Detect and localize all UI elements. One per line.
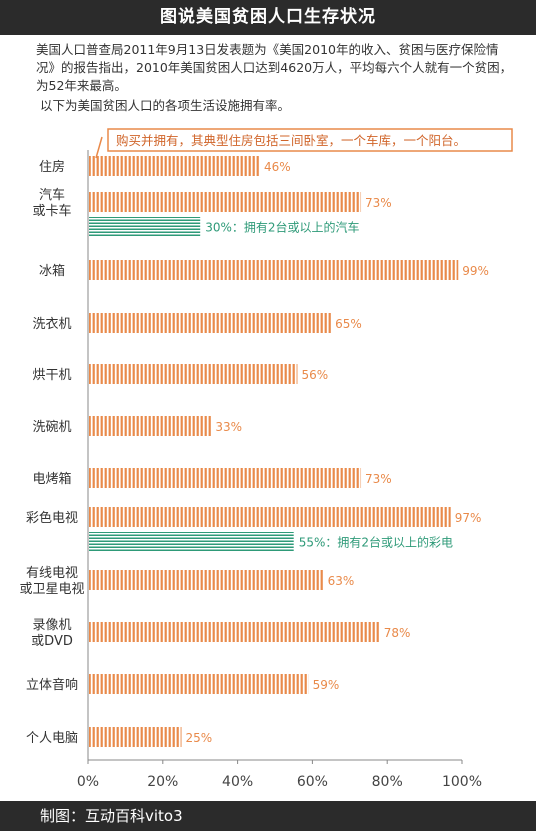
bar-value-label: 73% <box>365 472 392 486</box>
category-label: 录像机或DVD <box>31 618 73 649</box>
bar <box>89 727 182 747</box>
bar <box>89 468 362 488</box>
bar <box>89 622 380 642</box>
bar-value-label: 63% <box>328 574 355 588</box>
category-label: 洗碗机 <box>32 419 71 435</box>
chart-title: 图说美国贫困人口生存状况 <box>0 0 536 35</box>
category-label: 冰箱 <box>39 263 65 279</box>
bar <box>89 674 309 694</box>
bar <box>89 364 298 384</box>
category-label: 洗衣机 <box>32 316 71 332</box>
intro-subtitle: 以下为美国贫困人口的各项生活设施拥有率。 <box>40 98 291 113</box>
footer-bar: 制图：互动百科vito3 <box>0 801 536 831</box>
annotation-text: 购买并拥有，其典型住房包括三间卧室，一个车库，一个阳台。 <box>116 133 466 148</box>
bar <box>89 192 362 212</box>
bar-value-label: 33% <box>215 420 242 434</box>
category-label: 立体音响 <box>26 677 78 693</box>
bar <box>89 570 324 590</box>
category-label: 烘干机 <box>32 368 71 383</box>
x-tick-label: 0% <box>77 774 99 790</box>
annotation-leader <box>95 136 103 159</box>
category-label: 住房 <box>39 159 65 175</box>
bar-value-label: 97% <box>455 511 482 525</box>
bar <box>89 416 212 436</box>
category-label: 个人电脑 <box>26 731 78 746</box>
bar-value-label: 56% <box>301 368 328 382</box>
sub-bar <box>89 217 201 236</box>
bar-value-label: 46% <box>264 160 291 174</box>
category-label: 汽车或卡车 <box>32 187 71 219</box>
bar-value-label: 78% <box>384 626 411 640</box>
bar <box>89 313 332 333</box>
bar <box>89 507 451 527</box>
x-tick-label: 60% <box>297 774 328 790</box>
sub-bar <box>89 532 294 551</box>
bar <box>89 156 261 176</box>
bar <box>89 260 459 280</box>
intro-paragraph: 美国人口普查局2011年9月13日发表题为《美国2010年的收入、贫困与医疗保险… <box>36 42 513 93</box>
category-label: 彩色电视 <box>26 510 78 526</box>
intro-text: 美国人口普查局2011年9月13日发表题为《美国2010年的收入、贫困与医疗保险… <box>36 41 514 115</box>
category-label: 有线电视或卫星电视 <box>19 566 84 597</box>
bar-value-label: 25% <box>186 731 213 745</box>
x-tick-label: 100% <box>442 774 482 790</box>
category-label: 电烤箱 <box>32 471 71 487</box>
x-tick-label: 80% <box>372 774 403 790</box>
bar-value-label: 73% <box>365 196 392 210</box>
bar-value-label: 99% <box>462 264 489 278</box>
bar-chart: 0% 20% 40% 60% 80% 100% 住房 46% 汽车或卡车 73% 冰箱 99% 洗衣机 6… <box>19 128 513 790</box>
sub-bar-label: 30%：拥有2台或以上的汽车 <box>205 220 359 235</box>
bar-value-label: 65% <box>335 317 362 331</box>
x-tick-label: 20% <box>147 774 178 790</box>
footer-credit: 制图：互动百科vito3 <box>40 807 183 825</box>
x-tick-label: 40% <box>222 774 253 790</box>
sub-bar-label: 55%：拥有2台或以上的彩电 <box>299 535 453 550</box>
annotation-box <box>107 128 513 152</box>
bar-value-label: 59% <box>313 678 340 692</box>
